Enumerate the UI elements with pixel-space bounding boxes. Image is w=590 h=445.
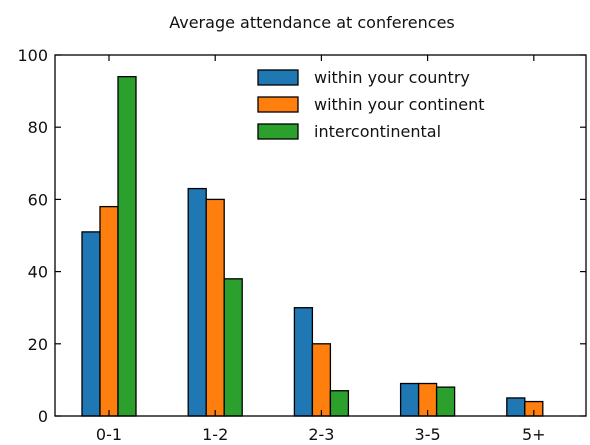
y-tick-label: 0 bbox=[38, 407, 48, 426]
x-tick-label: 2-3 bbox=[308, 425, 334, 444]
bar-1-2-series-0 bbox=[187, 187, 207, 417]
y-tick-label: 80 bbox=[28, 118, 48, 137]
bar-1-2-series-2 bbox=[223, 278, 243, 417]
bar-5+-series-0 bbox=[506, 397, 526, 417]
legend-label: intercontinental bbox=[314, 122, 441, 141]
bar-0-1-series-0 bbox=[81, 231, 101, 417]
bars-group bbox=[81, 76, 544, 417]
chart-title: Average attendance at conferences bbox=[169, 13, 455, 32]
bar-3-5-series-2 bbox=[435, 386, 456, 417]
bar-0-1-series-2 bbox=[117, 76, 137, 417]
y-tick-label: 100 bbox=[17, 46, 48, 65]
bar-2-3-series-2 bbox=[329, 390, 350, 417]
axes-group: 0 20 40 60 80 100 0-1 1-2 2-3 3-5 5+ bbox=[17, 46, 587, 444]
legend-swatch bbox=[257, 123, 299, 140]
legend-swatch bbox=[257, 69, 299, 86]
y-tick-label: 60 bbox=[28, 190, 48, 209]
x-tick-label: 3-5 bbox=[415, 425, 441, 444]
bar-1-2-series-1 bbox=[205, 198, 225, 417]
legend-label: within your country bbox=[314, 68, 470, 87]
bar-2-3-series-1 bbox=[311, 343, 332, 417]
legend-label: within your continent bbox=[314, 95, 485, 114]
x-tick-label: 1-2 bbox=[202, 425, 228, 444]
legend: within your country within your continent… bbox=[257, 68, 485, 141]
bar-2-3-series-0 bbox=[293, 307, 314, 417]
y-tick-label: 20 bbox=[28, 335, 48, 354]
legend-swatch bbox=[257, 96, 299, 113]
bar-0-1-series-1 bbox=[99, 205, 119, 417]
x-tick-label: 5+ bbox=[522, 425, 546, 444]
plot-frame bbox=[54, 54, 587, 417]
x-tick-label: 0-1 bbox=[96, 425, 122, 444]
y-tick-label: 40 bbox=[28, 263, 48, 282]
bar-3-5-series-0 bbox=[399, 382, 420, 417]
